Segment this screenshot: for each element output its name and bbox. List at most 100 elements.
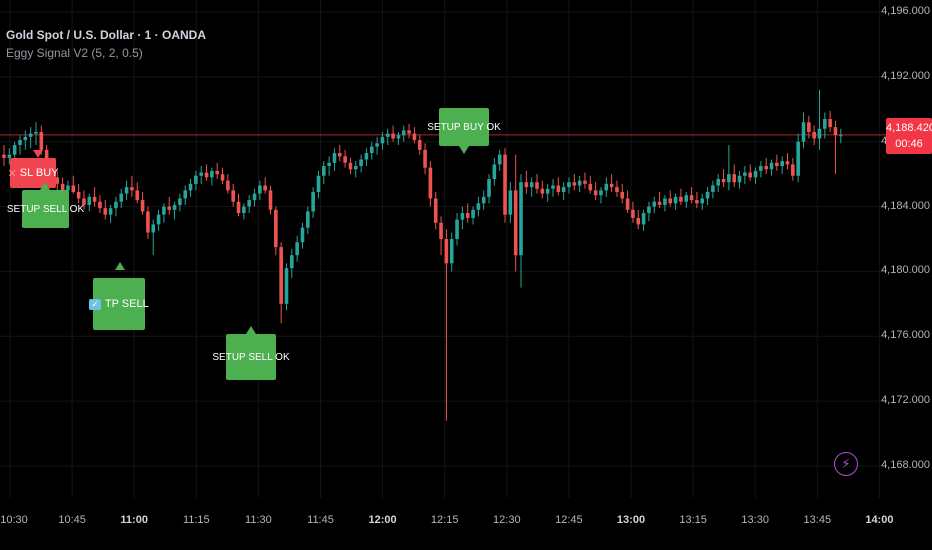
- candle: [343, 149, 347, 168]
- candle: [332, 148, 337, 171]
- candle-body: [647, 206, 651, 214]
- current-price-tag: 4,188.420 00:46: [886, 118, 932, 154]
- candle: [284, 263, 289, 311]
- candle-body: [556, 185, 561, 192]
- time-axis-label: 13:15: [679, 514, 707, 526]
- candle-body: [839, 135, 843, 137]
- candle: [124, 180, 129, 201]
- candle-body: [583, 180, 587, 184]
- candle: [700, 193, 705, 210]
- candle: [839, 128, 843, 144]
- candle-body: [732, 174, 737, 183]
- candle-body: [460, 213, 465, 220]
- candle: [156, 209, 161, 231]
- candle-body: [236, 201, 241, 214]
- setup-buy-arrow: [459, 146, 469, 154]
- candle: [759, 161, 763, 178]
- candle: [194, 170, 198, 191]
- candle-body: [252, 193, 257, 201]
- candle-body: [34, 131, 38, 134]
- candle: [220, 167, 225, 184]
- setup-sell-label-1[interactable]: SETUP SELL OK: [7, 190, 84, 228]
- candle-body: [380, 136, 385, 144]
- candle-body: [775, 162, 779, 167]
- candle-body: [332, 153, 337, 163]
- bar-countdown: 00:46: [895, 138, 923, 150]
- setup-buy-label[interactable]: SETUP BUY OK: [427, 108, 501, 146]
- candle: [785, 153, 790, 170]
- candle-body: [812, 131, 816, 139]
- symbol-title[interactable]: Gold Spot / U.S. Dollar · 1 · OANDA: [6, 28, 207, 42]
- candle: [290, 248, 294, 278]
- candle-body: [620, 191, 625, 199]
- candle-body: [316, 175, 321, 192]
- candle: [108, 204, 113, 223]
- time-axis-label: 11:30: [245, 514, 272, 526]
- candle-body: [663, 198, 667, 205]
- candle-body: [135, 190, 140, 201]
- indicator-title[interactable]: Eggy Signal V2 (5, 2, 0.5): [6, 46, 143, 60]
- candle-body: [764, 166, 768, 170]
- candle: [348, 157, 353, 175]
- candle: [743, 166, 747, 184]
- candle: [791, 157, 795, 181]
- candle-body: [178, 198, 182, 205]
- tp-sell-label[interactable]: ✓ TP SELL: [89, 278, 149, 330]
- candle: [524, 170, 529, 194]
- candle: [492, 157, 497, 186]
- current-price-value: 4,188.420: [886, 122, 932, 134]
- candle: [130, 175, 134, 197]
- candle: [119, 188, 124, 209]
- candle-body: [577, 180, 582, 186]
- time-axis-label: 12:30: [493, 514, 521, 526]
- candle: [561, 182, 566, 201]
- candle-body: [263, 185, 267, 191]
- candle: [279, 242, 283, 324]
- candle: [636, 209, 641, 230]
- lightning-icon[interactable]: ⚡: [834, 452, 858, 476]
- candle: [679, 188, 683, 205]
- candle: [535, 174, 539, 194]
- candle: [647, 201, 651, 222]
- candle-body: [796, 141, 800, 176]
- candle: [599, 187, 603, 204]
- candle-body: [567, 182, 571, 188]
- candle-body: [497, 154, 502, 165]
- candle-body: [119, 193, 124, 202]
- candle-body: [28, 133, 33, 137]
- candle-body: [369, 146, 374, 154]
- candle-body: [449, 239, 454, 264]
- candle-body: [375, 143, 379, 147]
- time-axis-label: 10:30: [0, 514, 28, 526]
- setup-sell-label-2[interactable]: SETUP SELL OK: [212, 334, 290, 380]
- candle: [833, 120, 838, 175]
- candle: [631, 201, 635, 223]
- candle: [593, 182, 598, 201]
- price-axis-label: 4,184.000: [881, 199, 930, 212]
- candle: [39, 125, 44, 155]
- candle: [306, 206, 310, 235]
- candle: [375, 136, 379, 155]
- candle: [274, 206, 278, 256]
- candle-body: [39, 131, 44, 150]
- candle-body: [481, 196, 486, 204]
- candle: [423, 143, 427, 175]
- candle: [732, 164, 737, 188]
- candle-body: [396, 135, 401, 139]
- candle-body: [503, 154, 507, 215]
- candle: [353, 161, 358, 178]
- time-axis-label: 11:45: [307, 514, 334, 526]
- candle-body: [785, 161, 790, 165]
- candle: [668, 190, 673, 207]
- candle: [609, 174, 614, 192]
- time-axis-label: 12:00: [368, 514, 397, 526]
- candle-body: [572, 182, 577, 186]
- candle: [673, 193, 678, 210]
- candle: [551, 179, 555, 197]
- candle-body: [391, 133, 395, 139]
- price-axis-label: 4,192.000: [881, 69, 930, 82]
- candle: [519, 174, 523, 288]
- candle-body: [636, 217, 641, 225]
